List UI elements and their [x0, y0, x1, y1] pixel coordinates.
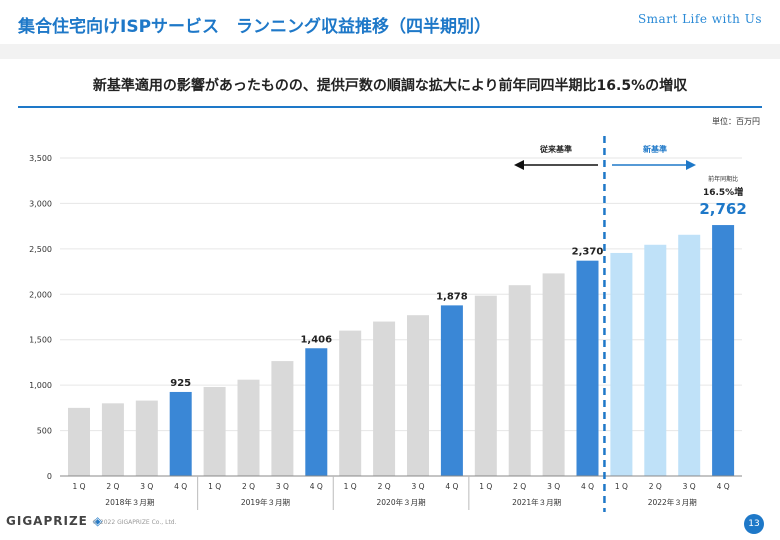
data-label: 1,878 [436, 291, 468, 302]
y-tick-label: 1,000 [29, 381, 52, 390]
bar [542, 273, 565, 476]
fiscal-year-label: 2021年３月期 [512, 497, 561, 507]
bar [474, 295, 497, 476]
bar [203, 386, 226, 476]
x-tick-label: 1 Q [615, 482, 628, 491]
yoy-caption: 前年同期比 [708, 175, 738, 183]
fiscal-year-label: 2020年３月期 [377, 497, 426, 507]
bar [271, 361, 294, 476]
y-tick-label: 2,000 [29, 290, 52, 299]
old-standard-label: 従来基準 [539, 144, 572, 154]
copyright: © 2022 GIGAPRIZE Co., Ltd. [92, 519, 177, 526]
bar [169, 391, 192, 476]
x-tick-label: 2 Q [513, 482, 526, 491]
logo-icon: ◈ [93, 514, 104, 528]
x-tick-label: 4 Q [174, 482, 187, 491]
x-tick-label: 1 Q [479, 482, 492, 491]
x-tick-label: 4 Q [310, 482, 323, 491]
bar [644, 244, 667, 476]
x-tick-label: 2 Q [649, 482, 662, 491]
bar [68, 407, 90, 476]
y-tick-label: 3,000 [29, 199, 52, 208]
y-tick-label: 1,500 [29, 336, 52, 345]
old-standard-arrowhead [514, 160, 524, 170]
subtitle: 新基準適用の影響があったものの、提供戸数の順調な拡大により前年同四半期比16.5… [92, 78, 688, 94]
bar [305, 348, 328, 476]
bar [576, 260, 599, 476]
x-tick-label: 3 Q [683, 482, 696, 491]
y-tick-label: 3,500 [29, 154, 52, 163]
fiscal-year-label: 2022年３月期 [648, 497, 697, 507]
fiscal-year-label: 2019年３月期 [241, 497, 290, 507]
company-logo: GIGAPRIZE ◈ [6, 514, 103, 528]
bar [339, 330, 362, 476]
tagline: Smart Life with Us [637, 12, 762, 26]
page-title: 集合住宅向けISPサービス ランニング収益推移（四半期別） [18, 17, 492, 37]
data-label: 2,370 [572, 247, 604, 258]
page-number: 13 [744, 514, 764, 534]
bar [712, 225, 735, 476]
yoy-growth-label: 16.5%増 [703, 186, 743, 198]
bar [440, 305, 463, 476]
data-label: 1,406 [300, 334, 332, 345]
logo-text: GIGAPRIZE [6, 514, 88, 528]
x-tick-label: 1 Q [344, 482, 357, 491]
bar [101, 403, 124, 476]
x-tick-label: 3 Q [276, 482, 289, 491]
bar [610, 252, 633, 476]
bar [135, 400, 158, 476]
subtitle-underline [18, 106, 762, 108]
x-tick-label: 2 Q [106, 482, 119, 491]
x-tick-label: 3 Q [140, 482, 153, 491]
x-tick-label: 1 Q [72, 482, 85, 491]
x-tick-label: 4 Q [717, 482, 730, 491]
unit-label: 単位：百万円 [712, 117, 760, 126]
new-standard-label: 新基準 [643, 144, 667, 154]
latest-value-label: 2,762 [699, 200, 746, 218]
x-tick-label: 2 Q [242, 482, 255, 491]
bar [508, 285, 531, 476]
x-tick-label: 4 Q [445, 482, 458, 491]
x-tick-label: 1 Q [208, 482, 221, 491]
x-tick-label: 3 Q [547, 482, 560, 491]
bar [373, 321, 396, 476]
y-tick-label: 500 [37, 427, 52, 436]
y-tick-label: 0 [47, 472, 52, 481]
x-tick-label: 3 Q [411, 482, 424, 491]
bar [407, 315, 429, 476]
fiscal-year-label: 2018年３月期 [105, 497, 154, 507]
bar [678, 234, 701, 476]
y-tick-label: 2,500 [29, 245, 52, 254]
header-band [0, 44, 780, 59]
x-tick-label: 4 Q [581, 482, 594, 491]
data-label: 925 [170, 378, 191, 389]
new-standard-arrowhead [686, 160, 696, 170]
x-tick-label: 2 Q [378, 482, 391, 491]
bar [237, 379, 260, 476]
